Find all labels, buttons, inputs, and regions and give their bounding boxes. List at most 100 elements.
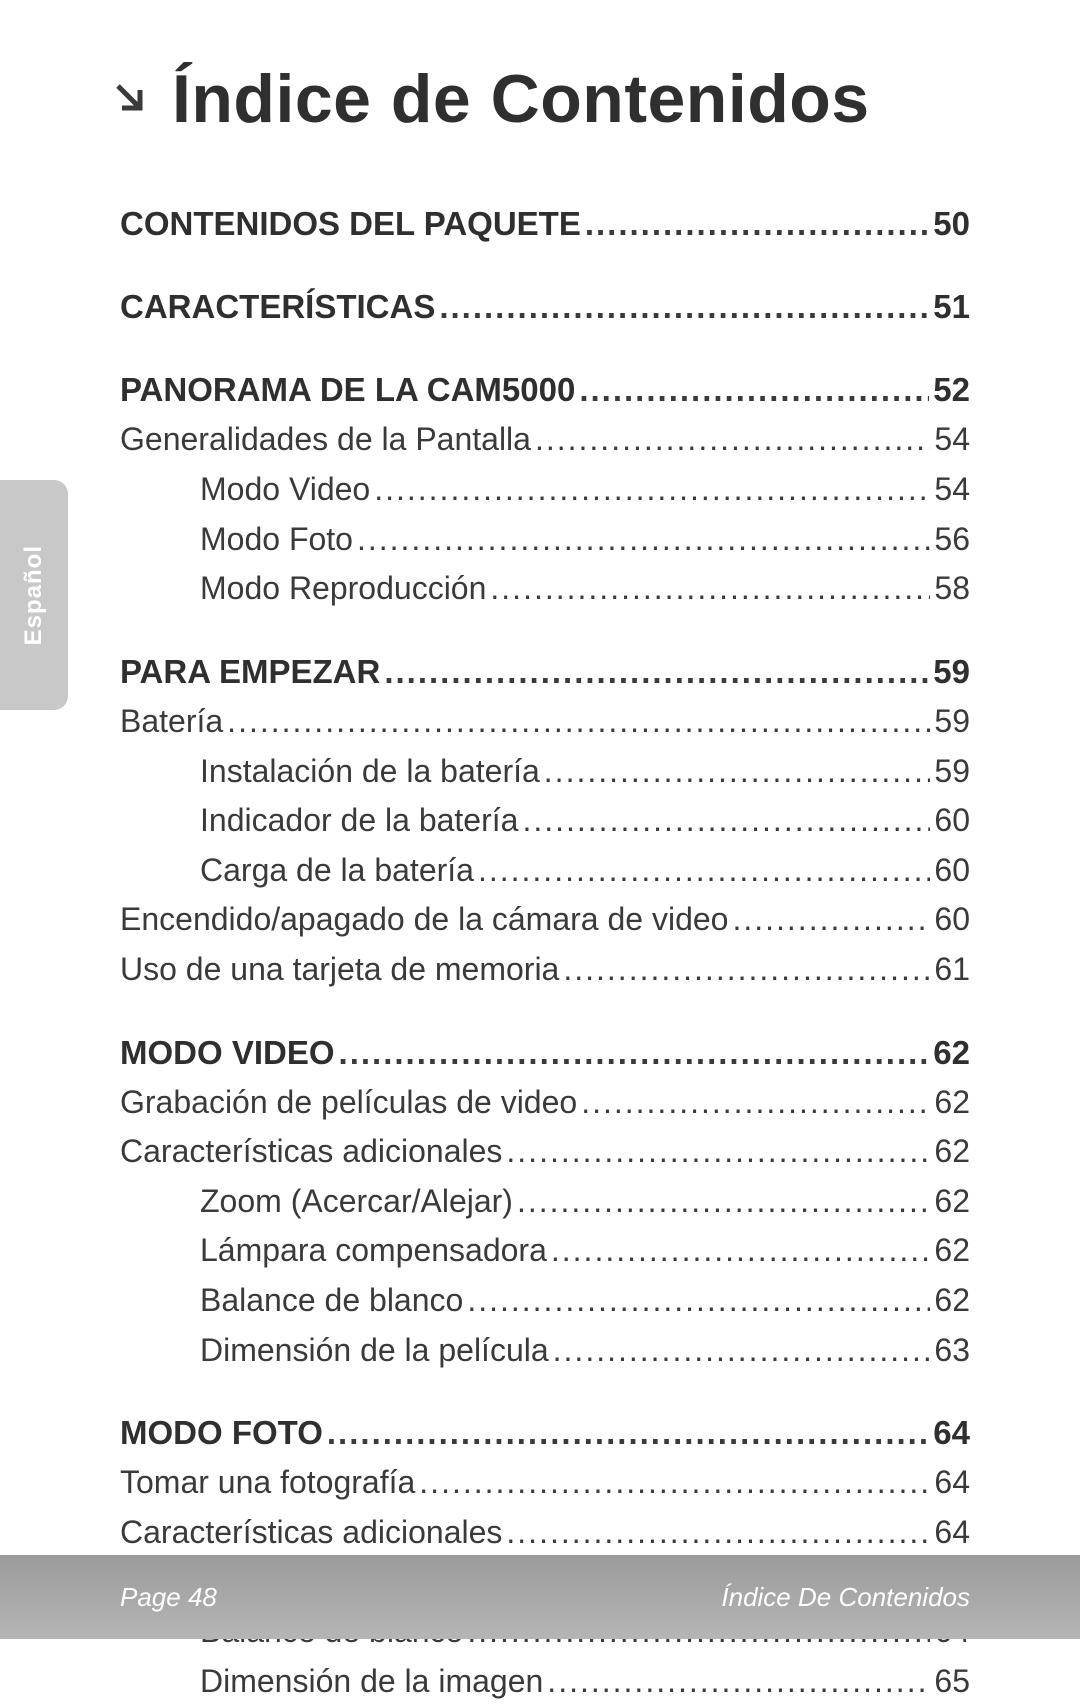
toc-row: Carga de la batería 60 <box>120 846 970 896</box>
toc-page-number: 54 <box>934 465 970 515</box>
toc-page-number: 50 <box>933 198 970 249</box>
toc-row: Instalación de la batería59 <box>120 747 970 797</box>
toc-page-number: 51 <box>933 281 970 332</box>
toc-label: Lámpara compensadora <box>200 1226 547 1276</box>
toc-page-number: 59 <box>934 697 970 747</box>
toc-row: Modo Video 54 <box>120 465 970 515</box>
toc-label: Panorama de la CAM5000 <box>120 364 575 415</box>
toc-leader-dots <box>439 281 929 332</box>
toc-row: Dimensión de la película 63 <box>120 1326 970 1376</box>
toc-label: Carga de la batería <box>200 846 474 896</box>
toc-label: Modo Video <box>120 1027 335 1078</box>
toc-row: Encendido/apagado de la cámara de video 6… <box>120 895 970 945</box>
toc-label: Modo Foto <box>120 1407 323 1458</box>
toc-label: Balance de blanco <box>200 1276 463 1326</box>
arrow-icon <box>110 78 148 123</box>
toc-row: Modo Reproducción 58 <box>120 564 970 614</box>
toc-label: Generalidades de la Pantalla <box>120 415 531 465</box>
toc-leader-dots <box>544 747 931 797</box>
toc-leader-dots <box>553 1326 931 1376</box>
toc-page-number: 62 <box>934 1177 970 1227</box>
toc-leader-dots <box>506 1508 930 1558</box>
footer: Page 48 Índice De Contenidos <box>0 1555 1080 1639</box>
toc-row: Tomar una fotografía 64 <box>120 1458 970 1508</box>
toc-page-number: 59 <box>933 646 970 697</box>
toc-page-number: 60 <box>934 846 970 896</box>
footer-section-title: Índice De Contenidos <box>721 1582 970 1613</box>
toc-label: Contenidos del paquete <box>120 198 581 249</box>
toc-section: Panorama de la CAM5000 52Generalidades d… <box>120 364 970 614</box>
toc-page-number: 62 <box>934 1276 970 1326</box>
toc-label: Grabación de películas de video <box>120 1078 577 1128</box>
toc-row: Batería 59 <box>120 697 970 747</box>
toc-leader-dots <box>732 895 930 945</box>
toc-page-number: 60 <box>934 895 970 945</box>
toc-row: Características 51 <box>120 281 970 332</box>
toc-leader-dots <box>547 1657 930 1706</box>
toc-leader-dots <box>506 1127 930 1177</box>
toc-leader-dots <box>581 1078 930 1128</box>
toc-leader-dots <box>478 846 930 896</box>
toc-row: Características adicionales 62 <box>120 1127 970 1177</box>
toc-leader-dots <box>551 1226 931 1276</box>
toc-label: Zoom (Acercar/Alejar) <box>200 1177 513 1227</box>
toc-page-number: 56 <box>934 515 970 565</box>
toc-row: Para empezar59 <box>120 646 970 697</box>
toc-section: Para empezar59Batería59Instalación de la… <box>120 646 970 995</box>
toc-leader-dots <box>327 1407 929 1458</box>
toc-row: Contenidos del paquete 50 <box>120 198 970 249</box>
toc-leader-dots <box>563 945 930 995</box>
toc-label: Encendido/apagado de la cámara de video <box>120 895 728 945</box>
toc-page-number: 62 <box>933 1027 970 1078</box>
toc-label: Batería <box>120 697 223 747</box>
toc-page-number: 54 <box>934 415 970 465</box>
toc-leader-dots <box>517 1177 930 1227</box>
toc-leader-dots <box>357 515 930 565</box>
title-row: Índice de Contenidos <box>110 60 970 138</box>
page-title: Índice de Contenidos <box>172 60 870 138</box>
toc-label: Características adicionales <box>120 1127 502 1177</box>
table-of-contents: Contenidos del paquete 50 Características 5… <box>120 198 970 1706</box>
toc-page-number: 65 <box>934 1657 970 1706</box>
page: Índice de Contenidos Contenidos del paqu… <box>0 0 1080 1639</box>
toc-row: Características adicionales64 <box>120 1508 970 1558</box>
toc-page-number: 52 <box>933 364 970 415</box>
toc-row: Dimensión de la imagen65 <box>120 1657 970 1706</box>
toc-page-number: 58 <box>934 564 970 614</box>
toc-page-number: 64 <box>934 1458 970 1508</box>
toc-page-number: 59 <box>934 747 970 797</box>
toc-page-number: 62 <box>934 1226 970 1276</box>
toc-leader-dots <box>535 415 930 465</box>
toc-page-number: 60 <box>934 796 970 846</box>
language-tab-label: Español <box>20 545 48 645</box>
toc-leader-dots <box>419 1458 930 1508</box>
toc-label: Indicador de la batería <box>200 796 518 846</box>
toc-row: Zoom (Acercar/Alejar) 62 <box>120 1177 970 1227</box>
toc-label: Uso de una tarjeta de memoria <box>120 945 559 995</box>
toc-row: Panorama de la CAM5000 52 <box>120 364 970 415</box>
toc-page-number: 64 <box>933 1407 970 1458</box>
toc-row: Modo Foto 64 <box>120 1407 970 1458</box>
toc-leader-dots <box>579 364 929 415</box>
toc-leader-dots <box>384 646 929 697</box>
footer-page-number: Page 48 <box>120 1582 217 1613</box>
language-tab: Español <box>0 480 68 710</box>
toc-leader-dots <box>585 198 929 249</box>
toc-leader-dots <box>522 796 930 846</box>
toc-label: Modo Video <box>200 465 370 515</box>
toc-page-number: 63 <box>934 1326 970 1376</box>
toc-section: Modo Video 62 Grabación de películas de vi… <box>120 1027 970 1376</box>
toc-row: Modo Foto 56 <box>120 515 970 565</box>
toc-page-number: 62 <box>934 1127 970 1177</box>
toc-row: Balance de blanco 62 <box>120 1276 970 1326</box>
toc-label: Tomar una fotografía <box>120 1458 415 1508</box>
toc-label: Dimensión de la película <box>200 1326 549 1376</box>
toc-leader-dots <box>227 697 930 747</box>
toc-label: Modo Reproducción <box>200 564 486 614</box>
toc-section: Características 51 <box>120 281 970 332</box>
toc-label: Características <box>120 281 435 332</box>
toc-row: Indicador de la batería 60 <box>120 796 970 846</box>
toc-section: Contenidos del paquete 50 <box>120 198 970 249</box>
toc-page-number: 62 <box>934 1078 970 1128</box>
toc-label: Modo Foto <box>200 515 353 565</box>
